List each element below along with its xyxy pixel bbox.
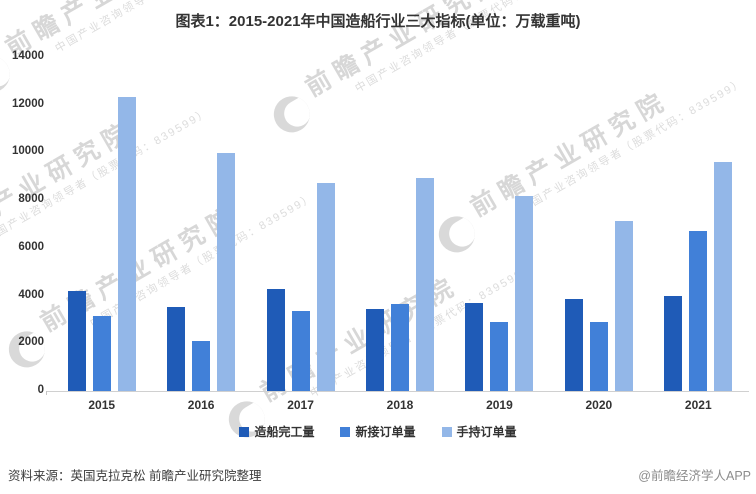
- y-tick-label: 14000: [12, 50, 44, 62]
- bar-group-2021: [664, 57, 733, 391]
- bar-新接订单量-2020: [589, 321, 608, 391]
- legend-swatch-icon: [340, 426, 351, 437]
- legend-item-造船完工量: 造船完工量: [239, 423, 314, 440]
- x-tick-label: 2017: [287, 398, 314, 412]
- x-tick-label: 2016: [187, 398, 215, 412]
- bar-造船完工量-2020: [564, 299, 583, 391]
- bar-造船完工量-2019: [465, 303, 484, 391]
- source-note: 资料来源：英国克拉克松 前瞻产业研究院整理: [8, 469, 262, 483]
- bar-手持订单量-2016: [217, 153, 236, 391]
- legend-label: 造船完工量: [254, 425, 315, 439]
- x-tick-label: 2015: [88, 398, 116, 412]
- legend-item-新接订单量: 新接订单量: [340, 423, 416, 440]
- bar-手持订单量-2021: [714, 162, 733, 391]
- x-tick-label: 2018: [386, 398, 414, 412]
- bar-手持订单量-2015: [117, 97, 136, 391]
- bar-group-2020: [564, 57, 633, 391]
- bar-新接订单量-2016: [192, 340, 211, 391]
- bar-新接订单量-2018: [391, 303, 409, 391]
- legend-label: 新接订单量: [355, 425, 416, 439]
- x-tick-label: 2021: [684, 398, 712, 412]
- axis-tick: [46, 391, 47, 395]
- y-tick-label: 0: [37, 384, 44, 396]
- chart-title: 图表1：2015-2021年中国造船行业三大指标(单位：万载重吨): [175, 13, 581, 30]
- bar-group-2017: [266, 57, 335, 391]
- bar-group-2016: [167, 57, 236, 391]
- bar-手持订单量-2020: [614, 221, 633, 391]
- bar-group-2019: [465, 57, 534, 391]
- y-tick-label: 2000: [18, 336, 44, 349]
- bar-新接订单量-2019: [490, 321, 509, 391]
- legend: 造船完工量 新接订单量 手持订单量: [0, 423, 756, 440]
- bar-新接订单量-2015: [92, 316, 111, 391]
- legend-label: 手持订单量: [456, 425, 517, 439]
- bar-造船完工量-2018: [366, 308, 384, 391]
- bar-手持订单量-2018: [416, 177, 434, 391]
- x-tick-label: 2019: [486, 398, 513, 412]
- y-tick-label: 8000: [18, 193, 44, 206]
- y-tick-label: 10000: [12, 145, 44, 158]
- bar-group-2018: [366, 57, 434, 391]
- y-tick-label: 12000: [12, 97, 44, 110]
- bar-新接订单量-2021: [689, 231, 708, 391]
- x-tick-label: 2020: [585, 398, 613, 412]
- legend-swatch-icon: [239, 426, 250, 437]
- bar-造船完工量-2015: [67, 291, 86, 391]
- bar-新接订单量-2017: [291, 310, 310, 391]
- legend-swatch-icon: [441, 426, 452, 437]
- bar-造船完工量-2021: [664, 296, 683, 391]
- bar-group-2015: [67, 57, 136, 391]
- x-axis-line: [46, 391, 749, 392]
- y-tick-label: 4000: [18, 288, 44, 301]
- credit-watermark: @前瞻经济学人APP: [638, 469, 751, 483]
- bar-手持订单量-2019: [515, 196, 534, 391]
- bar-手持订单量-2017: [316, 182, 335, 391]
- bar-造船完工量-2016: [167, 306, 186, 391]
- y-tick-label: 6000: [18, 240, 44, 253]
- legend-item-手持订单量: 手持订单量: [441, 423, 517, 440]
- bar-造船完工量-2017: [266, 289, 285, 391]
